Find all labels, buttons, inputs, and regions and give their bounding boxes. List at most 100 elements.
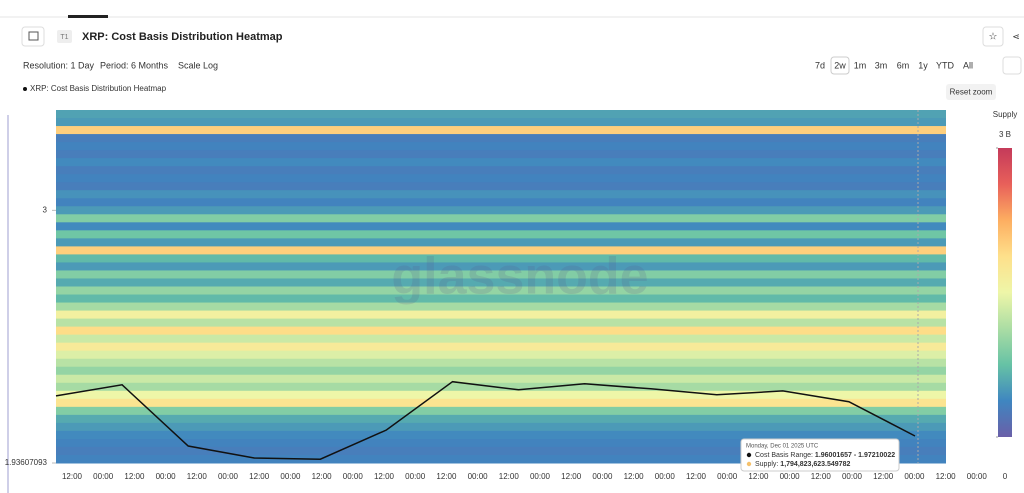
x-tick-label: 12:00 bbox=[249, 472, 270, 481]
x-tick-label: 00:00 bbox=[530, 472, 551, 481]
badge-bg bbox=[57, 30, 72, 43]
range-button[interactable]: 6m bbox=[897, 60, 910, 70]
x-tick-label: 00:00 bbox=[655, 472, 676, 481]
x-tick-label: 12:00 bbox=[624, 472, 645, 481]
tooltip-dot bbox=[746, 461, 752, 467]
heat-cell bbox=[56, 174, 946, 183]
heat-cell bbox=[56, 150, 946, 159]
tooltip bbox=[740, 438, 900, 472]
range-button[interactable]: All bbox=[963, 60, 973, 70]
tooltip-supply-label: Supply: bbox=[755, 461, 780, 468]
x-tick-label: 00:00 bbox=[156, 472, 177, 481]
x-tick-label: 00:00 bbox=[780, 472, 801, 481]
heat-cell bbox=[56, 198, 946, 207]
tooltip-dot bbox=[746, 452, 752, 458]
share-icon[interactable]: ⋖ bbox=[1012, 31, 1020, 41]
heat-cell bbox=[56, 286, 946, 296]
heat-cell bbox=[56, 278, 946, 287]
heat-cell bbox=[56, 254, 946, 263]
sidebar-toggle[interactable] bbox=[21, 26, 45, 47]
badge: T1 bbox=[60, 34, 68, 41]
heat-cell bbox=[56, 406, 946, 416]
heat-cell bbox=[56, 110, 946, 119]
resolution-select[interactable]: Resolution: 1 Day bbox=[23, 60, 95, 70]
heat-cell bbox=[56, 350, 946, 360]
y-tick-label: 1.93607093 bbox=[5, 458, 48, 467]
x-tick-label: 12:00 bbox=[811, 472, 832, 481]
heat-cell bbox=[56, 230, 946, 239]
range-button[interactable]: 1m bbox=[854, 60, 867, 70]
legend-label: XRP: Cost Basis Distribution Heatmap bbox=[30, 84, 167, 93]
x-tick-label: 12:00 bbox=[374, 472, 395, 481]
star-icon: ☆ bbox=[989, 32, 998, 43]
x-tick-label: 00:00 bbox=[967, 472, 988, 481]
x-tick-label: 12:00 bbox=[312, 472, 333, 481]
sidebar-icon bbox=[28, 31, 39, 41]
x-tick-label: 12:00 bbox=[686, 472, 707, 481]
heat-cell bbox=[56, 390, 946, 400]
reset-zoom-button[interactable] bbox=[946, 84, 996, 100]
x-tick-label: 12:00 bbox=[124, 472, 145, 481]
range-button[interactable]: 3m bbox=[875, 60, 888, 70]
heat-cell bbox=[56, 326, 946, 336]
tooltip-range-value: 1.96001657 - 1.97210022 bbox=[815, 452, 895, 459]
scale-select[interactable]: Scale Log bbox=[178, 60, 218, 70]
heat-cell bbox=[56, 118, 946, 127]
heat-cell bbox=[56, 294, 946, 304]
heat-cell bbox=[56, 222, 946, 231]
colorbar-tick-label: 3 B bbox=[999, 130, 1011, 139]
tooltip-supply: Supply: 1,794,823,623.549782 bbox=[755, 461, 850, 468]
x-tick-label: 12:00 bbox=[561, 472, 582, 481]
period-select[interactable]: Period: 6 Months bbox=[100, 60, 169, 70]
heat-cell bbox=[56, 214, 946, 223]
x-tick-label: 12:00 bbox=[936, 472, 957, 481]
title: XRP: Cost Basis Distribution Heatmap bbox=[82, 31, 283, 43]
heat-cell bbox=[56, 182, 946, 191]
x-tick-label: 00:00 bbox=[904, 472, 925, 481]
x-tick-label: 00:00 bbox=[343, 472, 364, 481]
heat-cell bbox=[56, 190, 946, 199]
heat-cell bbox=[56, 366, 946, 376]
heat-cell bbox=[56, 318, 946, 328]
heat-cell bbox=[56, 438, 946, 448]
x-tick-label: 00:00 bbox=[93, 472, 114, 481]
heat-cell bbox=[56, 374, 946, 384]
heat-cell bbox=[56, 446, 946, 456]
reset-zoom-label: Reset zoom bbox=[950, 88, 993, 97]
heat-cell bbox=[56, 142, 946, 151]
calendar-button[interactable] bbox=[1002, 56, 1022, 75]
heat-cell bbox=[56, 246, 946, 255]
heat-cell bbox=[56, 414, 946, 424]
range-button[interactable]: 1y bbox=[918, 60, 928, 70]
range-button[interactable]: 7d bbox=[815, 60, 825, 70]
heat-cell bbox=[56, 334, 946, 344]
heat-cell bbox=[56, 134, 946, 143]
x-tick-label: 12:00 bbox=[873, 472, 894, 481]
tooltip-date: Monday, Dec 01 2025 UTC bbox=[746, 444, 819, 450]
heat-cell bbox=[56, 302, 946, 312]
price-line bbox=[55, 380, 916, 460]
x-tick-label: 12:00 bbox=[436, 472, 457, 481]
range-button[interactable]: YTD bbox=[936, 60, 955, 70]
x-tick-label: 00:00 bbox=[717, 472, 738, 481]
colorbar bbox=[998, 148, 1012, 437]
heat-cell bbox=[56, 310, 946, 320]
x-tick-label: 12:00 bbox=[187, 472, 208, 481]
x-tick-label: 00:00 bbox=[218, 472, 239, 481]
x-tick-label: 00:00 bbox=[405, 472, 426, 481]
range-active bbox=[830, 56, 850, 75]
heat-cell bbox=[56, 166, 946, 175]
x-tick-label: 12:00 bbox=[499, 472, 520, 481]
x-tick-label: 12:00 bbox=[62, 472, 83, 481]
heat-cell bbox=[56, 342, 946, 352]
heat-cell bbox=[56, 422, 946, 432]
heatmap bbox=[56, 110, 946, 464]
heat-cell bbox=[56, 262, 946, 271]
heat-cell bbox=[56, 158, 946, 167]
range-button[interactable]: 2w bbox=[834, 60, 846, 70]
tooltip-range-label: Cost Basis Range: bbox=[755, 452, 815, 459]
star-button[interactable] bbox=[982, 26, 1004, 47]
heat-cell bbox=[56, 454, 946, 464]
active-tab bbox=[68, 15, 108, 18]
heat-cell bbox=[56, 206, 946, 215]
